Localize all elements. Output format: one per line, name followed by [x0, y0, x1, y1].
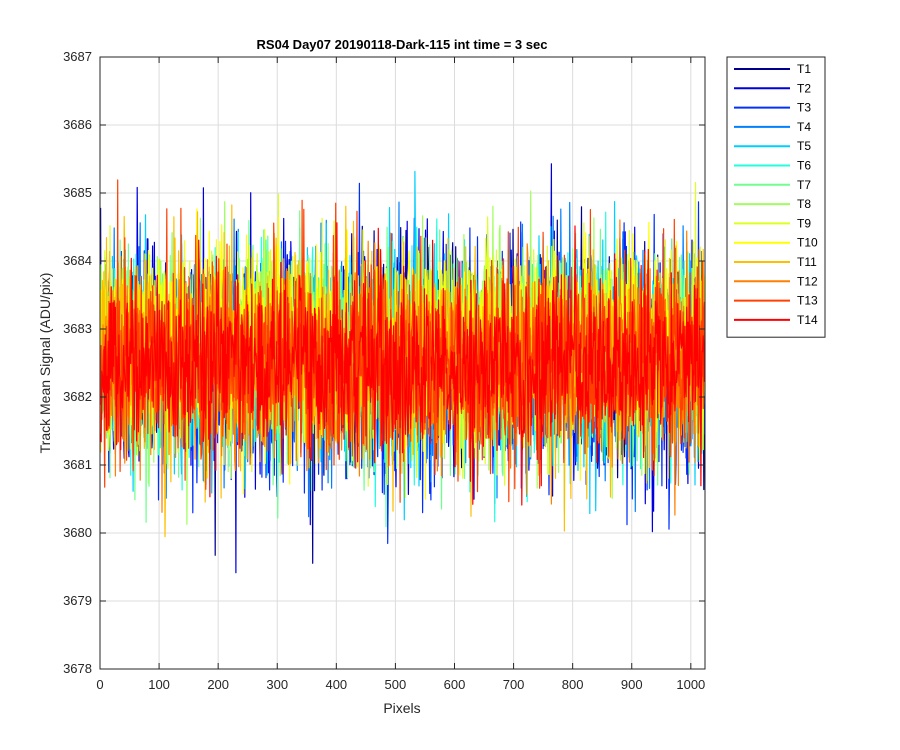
y-tick-label: 3682 — [63, 389, 92, 404]
y-axis: 3678 3679 3680 3681 3682 3683 3684 3685 3686 3687 — [63, 49, 705, 676]
x-tick-label: 900 — [621, 677, 643, 692]
x-tick-label: 0 — [96, 677, 103, 692]
legend-label: T6 — [797, 159, 811, 173]
y-tick-label: 3683 — [63, 321, 92, 336]
series-line-t14 — [100, 222, 705, 506]
legend-box — [726, 56, 826, 338]
plot-frame — [99, 56, 706, 670]
y-tick-label: 3686 — [63, 117, 92, 132]
y-tick-label: 3687 — [63, 49, 92, 64]
x-tick-label: 200 — [207, 677, 229, 692]
y-tick-label: 3680 — [63, 525, 92, 540]
legend-label: T5 — [797, 139, 811, 153]
x-tick-label: 700 — [503, 677, 525, 692]
y-tick-label: 3685 — [63, 185, 92, 200]
series-group — [100, 163, 705, 574]
legend-label: T13 — [797, 294, 818, 308]
legend-label: T4 — [797, 120, 811, 134]
y-tick-label: 3681 — [63, 457, 92, 472]
legend-label: T8 — [797, 197, 811, 211]
x-tick-label: 300 — [266, 677, 288, 692]
y-tick-label: 3679 — [63, 593, 92, 608]
legend-label: T3 — [797, 101, 811, 115]
y-tick-label: 3684 — [63, 253, 92, 268]
x-tick-label: 600 — [444, 677, 466, 692]
legend-label: T2 — [797, 81, 811, 95]
legend-label: T9 — [797, 216, 811, 230]
legend-label: T1 — [797, 62, 811, 76]
x-tick-label: 1000 — [676, 677, 705, 692]
legend-label: T14 — [797, 313, 818, 327]
y-axis-label: Track Mean Signal (ADU/pix) — [37, 273, 53, 454]
legend: T1 T2 T3 T4 T5 T6 T7 T8 T9 T10 T11 T12 T13 T14 — [726, 56, 826, 338]
legend-label: T10 — [797, 236, 818, 250]
x-tick-label: 100 — [148, 677, 170, 692]
x-axis: 0 100 200 300 400 500 600 700 800 900 1000 — [96, 57, 705, 692]
x-tick-label: 400 — [325, 677, 347, 692]
x-tick-label: 500 — [385, 677, 407, 692]
plot-area — [100, 163, 705, 574]
x-axis-label: Pixels — [383, 700, 420, 716]
chart-title: RS04 Day07 20190118-Dark-115 int time = … — [257, 37, 548, 52]
y-tick-label: 3678 — [63, 661, 92, 676]
legend-label: T11 — [797, 255, 817, 269]
x-tick-label: 800 — [562, 677, 584, 692]
legend-label: T12 — [797, 274, 818, 288]
legend-label: T7 — [797, 178, 811, 192]
